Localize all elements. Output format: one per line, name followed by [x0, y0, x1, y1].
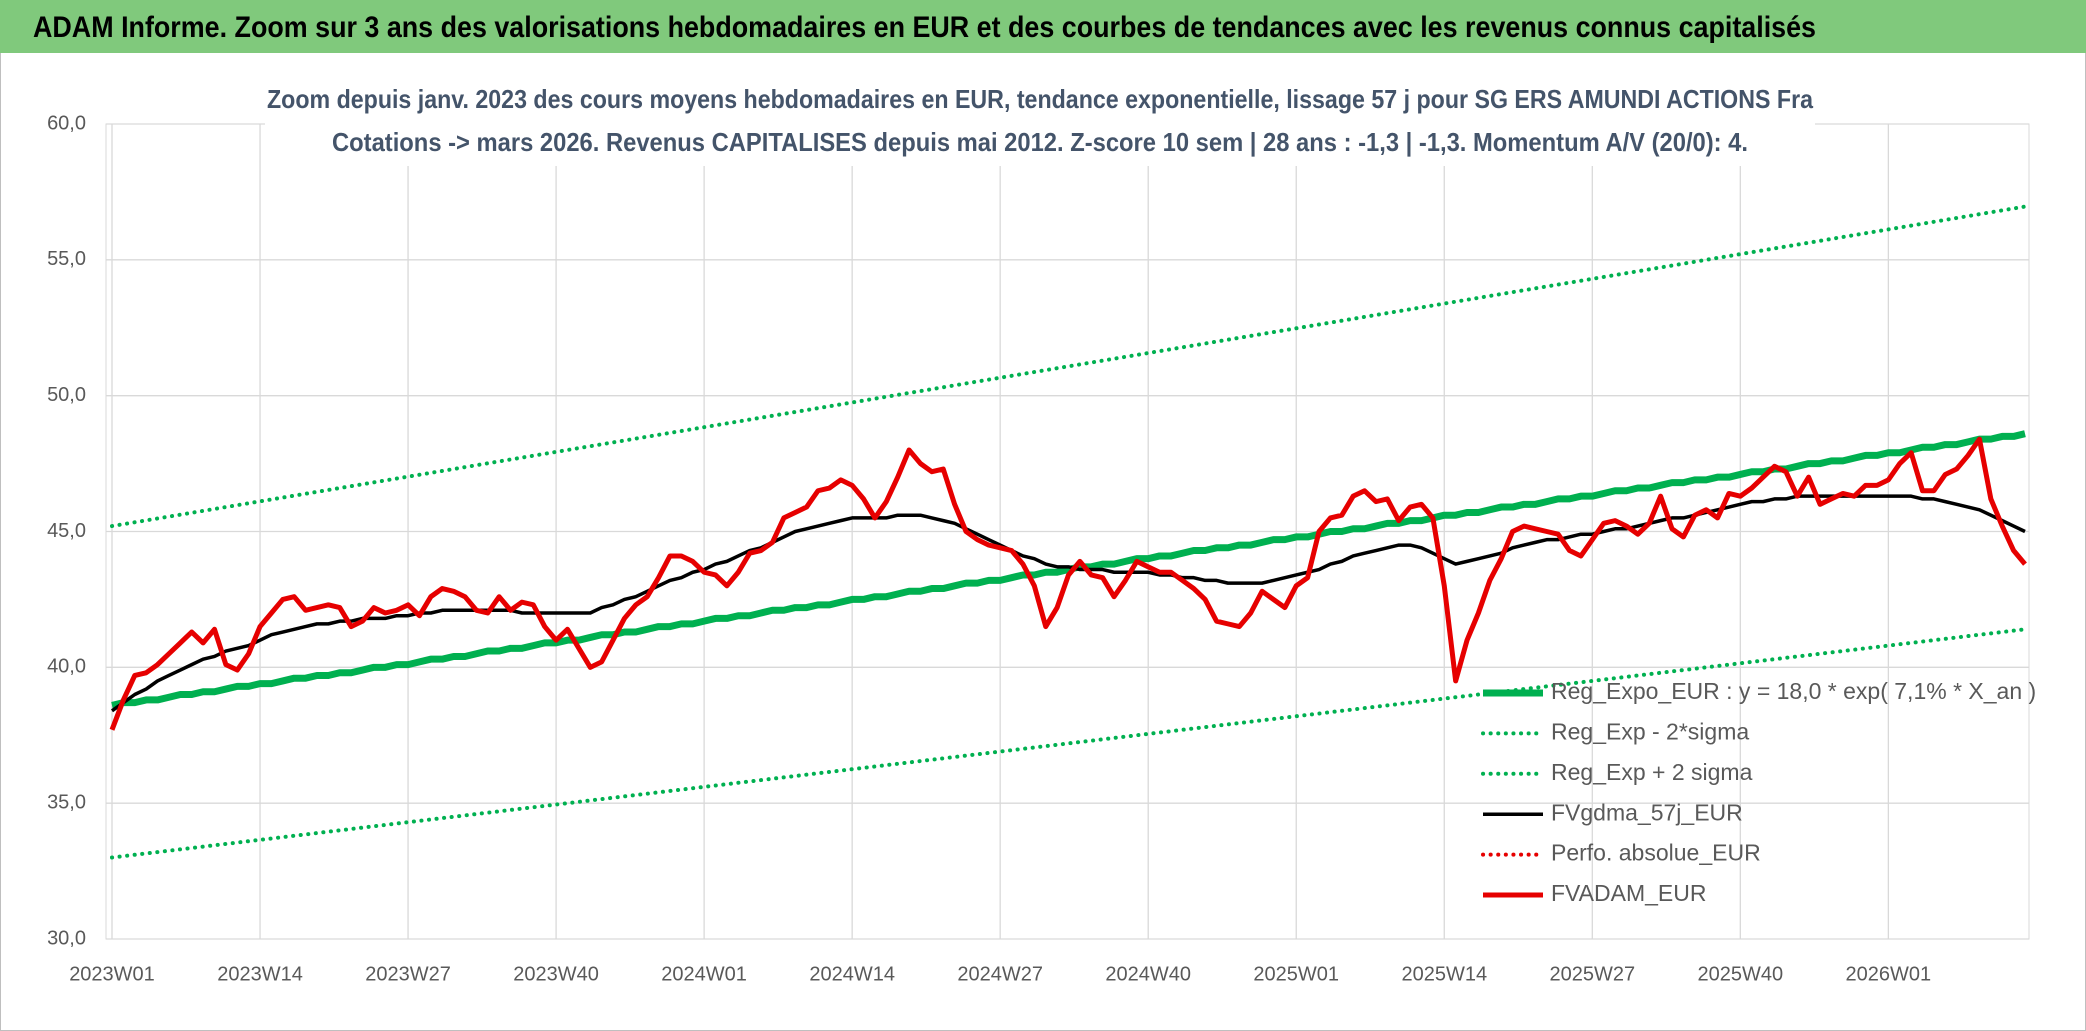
x-tick-label: 2024W27 [957, 963, 1043, 985]
chart-subtitle: Cotations -> mars 2026. Revenus CAPITALI… [332, 127, 1748, 157]
legend-label: Reg_Exp + 2 sigma [1551, 759, 1753, 785]
y-tick-label: 50,0 [47, 384, 86, 406]
legend-label: FVgdma_57j_EUR [1551, 799, 1743, 825]
x-tick-label: 2023W14 [217, 963, 303, 985]
legend: Reg_Expo_EUR : y = 18,0 * exp( 7,1% * X_… [1481, 678, 2036, 906]
chart-subtitle: Zoom depuis janv. 2023 des cours moyens … [267, 84, 1813, 114]
lines [109, 204, 2027, 860]
y-tick-label: 40,0 [47, 656, 86, 678]
legend-label: FVADAM_EUR [1551, 880, 1707, 906]
x-tick-label: 2025W40 [1698, 963, 1784, 985]
subtitle-background [265, 82, 1815, 166]
x-tick-label: 2024W40 [1105, 963, 1191, 985]
legend-label: Reg_Expo_EUR : y = 18,0 * exp( 7,1% * X_… [1551, 678, 2036, 704]
series-line [110, 627, 2027, 860]
legend-label: Perfo. absolue_EUR [1551, 840, 1761, 866]
x-tick-label: 2023W27 [365, 963, 451, 985]
y-tick-label: 55,0 [47, 248, 86, 270]
series-line [109, 436, 2027, 731]
x-tick-label: 2023W01 [69, 963, 155, 985]
header-title: ADAM Informe. Zoom sur 3 ans des valoris… [33, 11, 1816, 44]
x-tick-label: 2025W14 [1401, 963, 1487, 985]
y-tick-label: 60,0 [47, 112, 86, 134]
x-tick-label: 2023W40 [513, 963, 599, 985]
y-tick-label: 45,0 [47, 520, 86, 542]
x-tick-label: 2024W01 [661, 963, 747, 985]
header-band [0, 0, 2086, 53]
legend-label: Reg_Exp - 2*sigma [1551, 718, 1749, 744]
x-tick-label: 2025W27 [1549, 963, 1635, 985]
x-tick-label: 2024W14 [809, 963, 895, 985]
x-tick-label: 2025W01 [1253, 963, 1339, 985]
y-tick-label: 35,0 [47, 791, 86, 813]
series-line [111, 430, 2026, 709]
x-tick-label: 2026W01 [1846, 963, 1932, 985]
y-tick-label: 30,0 [47, 927, 86, 949]
